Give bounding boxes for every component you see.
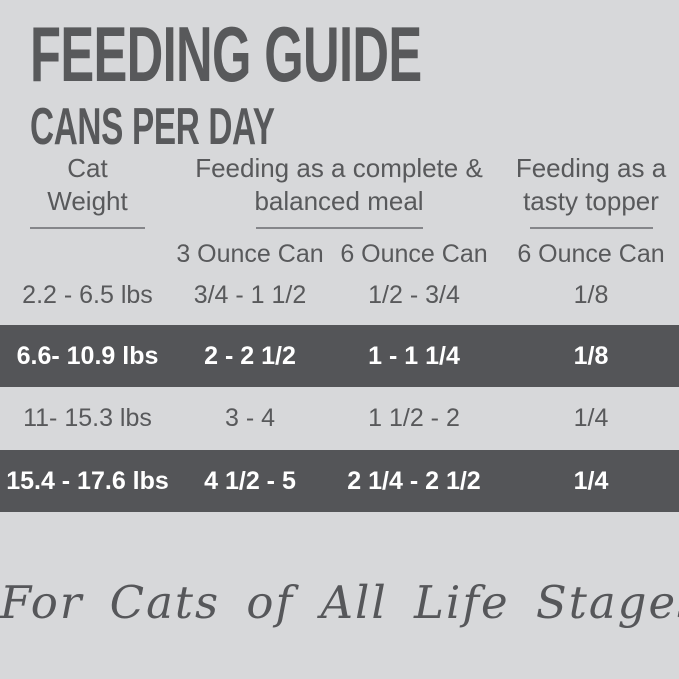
column-header-tasty-topper: Feeding as a tasty topper [503, 152, 679, 238]
weight-cell: 15.4 - 17.6 lbs [6, 466, 169, 495]
weight-cell: 11- 15.3 lbs [23, 404, 152, 432]
page-subtitle: CANS PER DAY [30, 98, 275, 156]
column-header-line: Cat [67, 153, 108, 183]
life-stages-tagline: For Cats of All Life Stages [0, 576, 679, 629]
column-header-line: balanced meal [254, 186, 424, 216]
table-subheader-row: 3 Ounce Can 6 Ounce Can 6 Ounce Can [0, 238, 679, 270]
weight-cell: 6.6- 10.9 lbs [16, 341, 159, 370]
column-header-line: Feeding as a complete & [195, 153, 483, 183]
meal-3oz-cell: 4 1/2 - 5 [204, 466, 296, 495]
column-header-line: tasty topper [523, 186, 659, 216]
table-row-highlighted: 15.4 - 17.6 lbs 4 1/2 - 5 2 1/4 - 2 1/2 … [0, 450, 679, 512]
column-header-complete-meal: Feeding as a complete & balanced meal [175, 152, 503, 238]
topper-6oz-cell: 1/4 [573, 466, 609, 495]
table-row: 2.2 - 6.5 lbs 3/4 - 1 1/2 1/2 - 3/4 1/8 [0, 265, 679, 325]
topper-6oz-cell: 1/8 [573, 280, 609, 309]
header-underline [30, 227, 145, 229]
meal-3oz-cell: 2 - 2 1/2 [204, 341, 296, 370]
subheader-6oz-can-topper: 6 Ounce Can [517, 239, 665, 268]
meal-3oz-cell: 3/4 - 1 1/2 [193, 280, 307, 309]
subheader-3oz-can: 3 Ounce Can [176, 239, 324, 268]
weight-cell: 2.2 - 6.5 lbs [22, 280, 153, 309]
topper-6oz-cell: 1/4 [573, 404, 609, 432]
column-header-line: Weight [47, 186, 128, 216]
meal-6oz-cell: 2 1/4 - 2 1/2 [347, 466, 481, 495]
table-header-row: Cat Weight Feeding as a complete & balan… [0, 152, 679, 238]
meal-6oz-cell: 1 - 1 1/4 [368, 341, 460, 370]
subheader-6oz-can: 6 Ounce Can [340, 239, 488, 268]
table-row: 11- 15.3 lbs 3 - 4 1 1/2 - 2 1/4 [0, 387, 679, 450]
column-header-cat-weight: Cat Weight [0, 152, 175, 238]
meal-3oz-cell: 3 - 4 [224, 404, 276, 432]
header-underline [529, 227, 653, 229]
column-header-line: Feeding as a [515, 153, 667, 183]
meal-6oz-cell: 1/2 - 3/4 [368, 280, 460, 309]
table-row-highlighted: 6.6- 10.9 lbs 2 - 2 1/2 1 - 1 1/4 1/8 [0, 325, 679, 387]
meal-6oz-cell: 1 1/2 - 2 [368, 404, 460, 432]
topper-6oz-cell: 1/8 [573, 341, 609, 370]
page-title: FEEDING GUIDE [30, 10, 422, 98]
header-underline [255, 227, 423, 229]
